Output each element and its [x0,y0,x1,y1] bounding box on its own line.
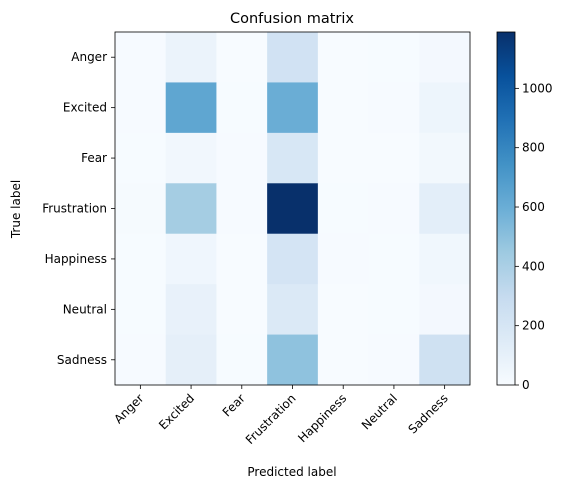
y-tick-label: Anger [71,50,107,64]
heatmap-cell [317,82,369,134]
heatmap-cell [216,183,268,235]
heatmap-cell [317,32,369,83]
heatmap-cell [216,284,268,335]
heatmap-cell [419,183,471,235]
heatmap-cell [267,82,319,134]
x-tick-label: Happiness [295,391,349,445]
heatmap-cell [267,32,319,83]
y-axis-ticks: Anger Excited Fear Frustration Happiness Neut… [42,50,115,367]
x-tick-label: Fear [220,391,248,419]
heatmap-cell [165,82,217,134]
heatmap-cell [216,233,268,285]
y-axis-title: True label [9,180,23,239]
heatmap-cell [115,32,167,83]
y-tick-label: Neutral [63,302,107,316]
heatmap-cell [368,284,420,335]
colorbar-tick-label: 200 [522,319,545,333]
heatmap-cells [115,32,471,386]
heatmap-cell [419,233,471,285]
heatmap-cell [317,183,369,235]
colorbar [496,31,516,386]
y-tick-label: Happiness [45,252,107,266]
heatmap-cell [317,233,369,285]
heatmap-cell [267,284,319,335]
heatmap-cell [216,82,268,134]
heatmap-cell [368,32,420,83]
colorbar-tick-label: 600 [522,200,545,214]
colorbar-tick-label: 400 [522,259,545,273]
x-tick-label: Frustration [243,391,299,447]
heatmap-cell [317,334,369,386]
heatmap-cell [115,334,167,386]
colorbar-ticks: 0 200 400 600 800 1000 [515,81,553,392]
chart-title: Confusion matrix [230,11,354,27]
heatmap-cell [267,132,319,184]
heatmap-cell [115,82,167,134]
heatmap-cell [115,183,167,235]
heatmap-cell [317,132,369,184]
colorbar-tick-label: 0 [522,378,530,392]
heatmap-cell [368,183,420,235]
x-tick-label: Sadness [405,391,450,436]
heatmap-cell [267,233,319,285]
heatmap-cell [368,334,420,386]
heatmap-cell [419,132,471,184]
heatmap-cell [115,132,167,184]
heatmap-cell [115,233,167,285]
heatmap-cell [216,334,268,386]
heatmap-cell [267,183,319,235]
heatmap-cell [368,132,420,184]
heatmap-cell [419,334,471,386]
heatmap-cell [165,183,217,235]
y-tick-label: Sadness [57,353,107,367]
heatmap-cell [419,284,471,335]
y-tick-label: Fear [81,151,107,165]
x-tick-label: Anger [111,391,146,426]
heatmap-cell [368,82,420,134]
x-tick-label: Excited [156,391,197,432]
heatmap-cell [165,132,217,184]
x-tick-label: Neutral [359,391,400,432]
heatmap-cell [165,334,217,386]
y-tick-label: Frustration [42,202,107,216]
colorbar-tick-label: 1000 [522,81,553,95]
heatmap-cell [165,284,217,335]
x-axis-title: Predicted label [247,465,336,479]
colorbar-tick-label: 800 [522,141,545,155]
y-tick-label: Excited [63,101,107,115]
heatmap-cell [317,284,369,335]
heatmap-cell [419,82,471,134]
heatmap-cell [165,32,217,83]
heatmap-cell [368,233,420,285]
heatmap-cell [115,284,167,335]
heatmap-cell [216,32,268,83]
heatmap-cell [267,334,319,386]
heatmap-cell [165,233,217,285]
heatmap-cell [419,32,471,83]
heatmap-cell [216,132,268,184]
